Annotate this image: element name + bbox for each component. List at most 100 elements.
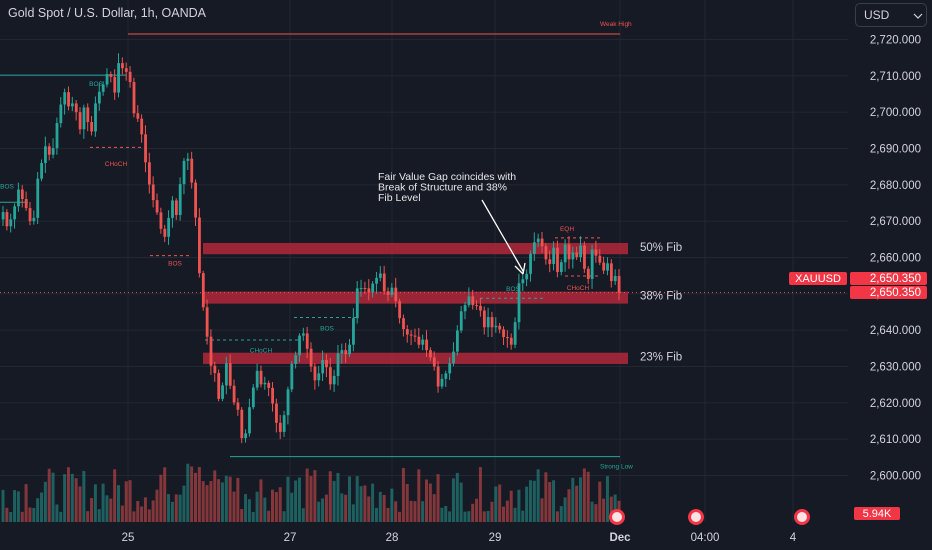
- volume-bar: [136, 500, 140, 522]
- volume-bar: [482, 511, 486, 522]
- volume-bar: [502, 506, 505, 522]
- volume-bar: [278, 487, 282, 522]
- candle-body: [309, 348, 313, 367]
- grid: [0, 0, 848, 522]
- volume-bar: [247, 499, 251, 522]
- volume-bar: [117, 485, 120, 522]
- volume-bar: [194, 472, 197, 522]
- candle-body: [117, 63, 120, 93]
- candle-body: [386, 291, 390, 295]
- volume-bar: [421, 501, 425, 522]
- volume-bar: [86, 511, 90, 522]
- volume-bar: [97, 509, 101, 522]
- volume-bar: [425, 479, 428, 522]
- candle-body: [32, 217, 36, 222]
- volume-bar: [475, 498, 479, 522]
- volume-bar: [259, 479, 263, 522]
- candle-body: [513, 322, 517, 345]
- currency-button[interactable]: USD: [855, 3, 927, 27]
- volume-bar: [317, 501, 321, 522]
- currency-label: USD: [864, 8, 890, 22]
- volume-bar: [47, 468, 51, 522]
- time-tick-label: 28: [386, 532, 399, 544]
- volume-bar: [255, 491, 259, 522]
- candle-body: [421, 339, 425, 345]
- volume-bar: [540, 498, 544, 522]
- candle-body: [132, 82, 136, 114]
- volume-bar: [32, 508, 36, 522]
- candle-body: [209, 336, 213, 366]
- fib-zone: [203, 242, 628, 255]
- candle-body: [198, 217, 201, 274]
- candle-body: [271, 387, 274, 404]
- candle-body: [494, 325, 498, 328]
- candle-body: [217, 373, 221, 399]
- candle-body: [213, 365, 217, 374]
- price-tick-label: 2,690.000: [870, 144, 921, 156]
- annotation-text: Fib Level: [378, 192, 421, 204]
- volume-bar: [13, 490, 17, 522]
- volume-bar: [36, 498, 40, 522]
- volume-bar: [374, 507, 378, 522]
- volume-bar: [586, 471, 590, 522]
- volume-bar: [613, 494, 617, 522]
- volume-bar: [16, 491, 20, 522]
- volume-bar: [20, 511, 24, 522]
- candle-body: [205, 307, 209, 337]
- candle-body: [382, 273, 386, 292]
- candle-body: [55, 123, 59, 149]
- candle-body: [367, 288, 371, 293]
- candle-body: [201, 273, 205, 308]
- volume-bar: [405, 483, 409, 522]
- candle-body: [40, 163, 43, 179]
- volume-bar: [59, 511, 63, 522]
- candle-body: [456, 330, 459, 352]
- candle-body: [13, 206, 17, 220]
- volume-bar: [324, 494, 328, 522]
- volume-bar: [93, 484, 97, 522]
- candle-body: [571, 252, 575, 260]
- time-axis[interactable]: 25 27 28 29 Dec 04:00 4: [0, 509, 848, 550]
- symbol-tag-label: XAUUSD: [795, 273, 841, 285]
- candle-body: [148, 162, 151, 185]
- time-axis-background: [0, 522, 848, 550]
- time-tick-label: 29: [489, 532, 502, 544]
- price-tick-label: 2,670.000: [870, 216, 921, 228]
- price-tick-label: 2,720.000: [870, 35, 921, 47]
- candle-body: [328, 367, 332, 385]
- volume-bar: [555, 511, 559, 522]
- candle-body: [90, 121, 94, 132]
- volume-bar: [536, 469, 540, 522]
- volume-bar: [544, 472, 548, 522]
- volume-bar: [66, 467, 70, 522]
- candle-body: [417, 336, 421, 345]
- structure-lines: [0, 33, 620, 458]
- candle-body: [486, 317, 490, 328]
- candle-body: [590, 249, 594, 279]
- volume-bar: [340, 493, 344, 522]
- candle-body: [444, 373, 448, 379]
- candle-body: [278, 422, 282, 432]
- candle-body: [363, 288, 367, 290]
- volume-bar: [201, 481, 205, 522]
- volume-bar: [217, 479, 221, 522]
- candle-body: [267, 382, 271, 388]
- candle-body: [409, 334, 413, 336]
- volume-bar: [605, 476, 609, 522]
- structure-label: BOS: [320, 326, 334, 333]
- candle-body: [559, 262, 563, 273]
- structure-label: CHoCH: [250, 348, 273, 355]
- price-tick-label: 2,660.000: [870, 253, 921, 265]
- volume-bar: [70, 473, 74, 522]
- volume-bar: [124, 481, 128, 522]
- candle-body: [529, 253, 532, 274]
- structure-label: BOS: [0, 184, 14, 191]
- candle-body: [452, 351, 455, 364]
- candle-body: [20, 189, 24, 200]
- candle-body: [113, 76, 117, 93]
- volume-bar: [432, 494, 436, 522]
- volume-bar: [401, 467, 405, 522]
- chart-labels: Weak High Strong Low BOS CHoCH BOS BOS BOS CHoC…: [0, 21, 633, 471]
